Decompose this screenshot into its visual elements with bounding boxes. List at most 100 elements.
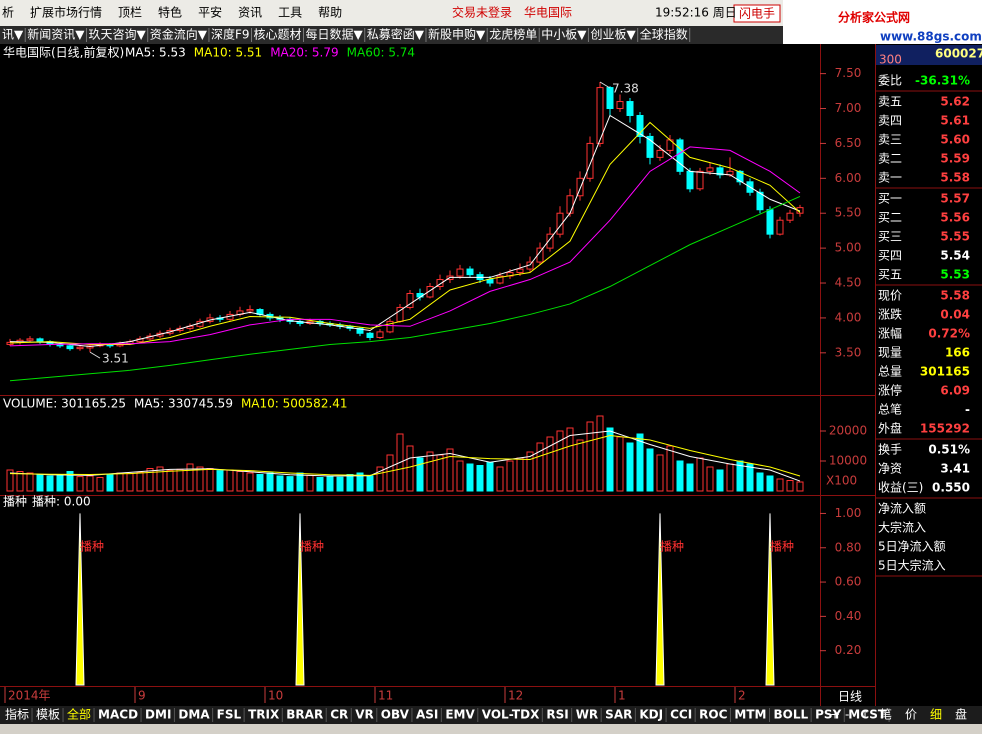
volume-bar <box>656 454 664 492</box>
candle-body <box>756 191 764 211</box>
toolbar-item[interactable]: 玖天咨询▼ <box>88 27 146 42</box>
toolbar-item[interactable]: 创业板▼ <box>590 28 636 42</box>
volume-bar <box>576 439 584 492</box>
quote-value: 0.04 <box>940 308 970 322</box>
indicator-tab[interactable]: 模板 <box>36 708 60 722</box>
quote-label[interactable]: 大宗流入 <box>878 520 926 535</box>
toolbar-item[interactable]: 新股申购▼ <box>428 27 486 42</box>
indicator-tab[interactable]: MCST <box>848 708 887 722</box>
toolbar-item[interactable]: 中小板▼ <box>541 27 587 42</box>
scroll-control[interactable]: + <box>830 708 840 722</box>
toolbar-item[interactable]: 资金流向▼ <box>150 27 208 42</box>
indicator-tab[interactable]: VOL-TDX <box>482 708 540 722</box>
indicator-tab[interactable]: KDJ <box>639 708 663 722</box>
indicator-tab[interactable]: WR <box>576 708 598 722</box>
quote-label: 总笔 <box>878 402 902 417</box>
candle-body <box>676 139 684 172</box>
indicator-tab[interactable]: OBV <box>381 708 410 722</box>
toolbar-item[interactable]: 讯▼ <box>2 28 24 42</box>
volume-bar <box>136 471 144 492</box>
menu-item[interactable]: 析 <box>2 6 14 20</box>
quote-value: 5.56 <box>940 211 970 225</box>
toolbar-item[interactable]: 新闻资讯▼ <box>27 27 85 42</box>
indicator-tab[interactable]: RSI <box>546 708 568 722</box>
candle-body <box>556 212 564 235</box>
candle-body <box>766 209 774 235</box>
candle-body <box>406 292 414 308</box>
signal-spike <box>655 513 665 686</box>
candle-body <box>456 268 464 277</box>
x-tick-label: 10 <box>268 689 283 703</box>
menu-item[interactable]: 资讯 <box>238 6 262 20</box>
candle-body <box>26 338 34 341</box>
menu-item[interactable]: 特色 <box>158 5 182 20</box>
indicator-tab[interactable]: DMA <box>178 708 210 722</box>
quote-label: 外盘 <box>878 421 902 436</box>
indicator-tab[interactable]: BRAR <box>286 708 323 722</box>
toolbar-item[interactable]: 深度F9 <box>211 27 250 42</box>
quote-label[interactable]: 5日净流入额 <box>878 540 946 554</box>
volume-bar <box>236 471 244 492</box>
quote-value: 301165 <box>920 365 970 379</box>
quote-label: 涨幅 <box>878 326 902 341</box>
flash-button-label[interactable]: 闪电手 <box>739 7 775 21</box>
y-tick-label: 6.50 <box>835 136 862 150</box>
volume-bar <box>776 478 784 492</box>
scroll-control[interactable]: ↑ <box>860 708 870 722</box>
indicator-tab[interactable]: DMI <box>145 708 171 722</box>
menu-item[interactable]: 平安 <box>198 5 222 20</box>
indicator-tab[interactable]: MACD <box>98 708 138 722</box>
menu-item[interactable]: 工具 <box>278 6 302 20</box>
menu-item[interactable]: 顶栏 <box>118 5 142 20</box>
ma-line <box>9 114 801 348</box>
view-tab[interactable]: 笔 <box>880 707 892 722</box>
scroll-control[interactable]: - <box>845 708 849 722</box>
indicator-value: 播种: 0.00 <box>32 495 91 509</box>
indicator-tab[interactable]: CCI <box>670 708 692 722</box>
quote-value: 3.41 <box>940 462 970 476</box>
quote-label: 卖二 <box>878 152 902 166</box>
indicator-tab[interactable]: FSL <box>217 708 242 722</box>
indicator-tab[interactable]: PSY <box>815 708 841 722</box>
view-tab[interactable]: 价 <box>905 708 917 722</box>
menu-item[interactable]: 帮助 <box>318 6 342 20</box>
candle-body <box>386 320 394 333</box>
toolbar-item[interactable]: 私募密函▼ <box>367 27 425 42</box>
view-tab[interactable]: 细 <box>930 708 942 722</box>
indicator-tab[interactable]: SAR <box>605 708 632 722</box>
indicator-tab[interactable]: TRIX <box>248 708 280 722</box>
volume-bar <box>726 463 734 492</box>
quote-label[interactable]: 净流入额 <box>878 502 926 516</box>
indicator-tab[interactable]: BOLL <box>773 708 808 722</box>
indicator-tab[interactable]: ROC <box>699 708 727 722</box>
volume-bar <box>436 454 444 492</box>
volume-bar <box>446 448 454 492</box>
candle-body <box>736 170 744 183</box>
quote-label: 卖五 <box>878 95 902 109</box>
indicator-tab[interactable]: CR <box>330 708 348 722</box>
stock-name: 华电国际 <box>524 6 572 20</box>
indicator-tab[interactable]: MTM <box>734 708 766 722</box>
toolbar-item[interactable]: 核心题材 <box>253 28 301 42</box>
indicator-tab[interactable]: VR <box>355 708 374 722</box>
menu-item[interactable]: 扩展市场行情 <box>30 5 102 20</box>
indicator-tab[interactable]: EMV <box>445 708 475 722</box>
toolbar-item[interactable]: 龙虎榜单 <box>489 27 537 42</box>
volume-bar <box>376 466 384 492</box>
signal-spike <box>295 513 305 686</box>
indicator-tab[interactable]: ASI <box>416 708 438 722</box>
x-tick-label: 9 <box>138 689 146 703</box>
flash-button[interactable] <box>733 4 781 23</box>
y-tick-label: 0.80 <box>835 540 862 554</box>
volume-bar <box>346 474 354 492</box>
candle-body <box>496 275 504 284</box>
toolbar-item[interactable]: 每日数据▼ <box>306 27 364 42</box>
quote-label[interactable]: 5日大宗流入 <box>878 558 946 573</box>
toolbar-item[interactable]: 全球指数 <box>640 27 688 42</box>
period-label[interactable]: 日线 <box>838 690 862 704</box>
indicator-tab[interactable]: 指标 <box>5 707 29 722</box>
candle-body <box>516 268 524 274</box>
view-tab[interactable]: 盘 <box>955 707 967 722</box>
indicator-tab[interactable]: 全部 <box>67 707 91 722</box>
candle-body <box>696 170 704 190</box>
